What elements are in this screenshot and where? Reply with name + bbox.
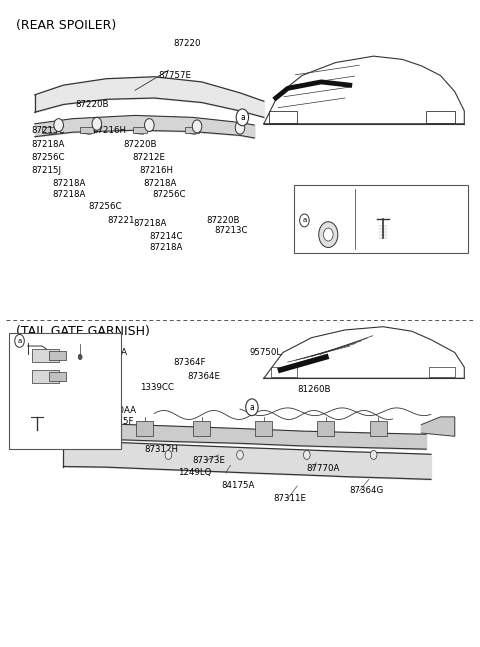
Text: 87364F: 87364F [173,358,206,367]
Circle shape [237,450,243,459]
Circle shape [236,109,249,126]
Text: 87312H: 87312H [144,444,179,454]
Text: 87220: 87220 [173,39,201,48]
Text: 87220B: 87220B [75,100,109,109]
Text: 87216H: 87216H [92,126,126,135]
Bar [33,349,59,362]
Text: 87375F: 87375F [102,417,134,426]
Text: 87220B: 87220B [206,216,240,225]
Bar [80,127,95,133]
Text: 87218A: 87218A [52,179,86,188]
Text: 87215J: 87215J [32,166,61,175]
Bar [255,421,273,435]
Text: 92506A: 92506A [27,342,60,351]
Text: 92511: 92511 [32,382,59,391]
Circle shape [300,214,309,227]
Text: (REAR SPOILER): (REAR SPOILER) [16,19,116,32]
Text: 87256C: 87256C [89,202,122,211]
Circle shape [370,450,377,459]
Text: 87770A: 87770A [307,464,340,473]
Text: 18645B: 18645B [32,398,65,406]
Bar [426,111,455,122]
FancyBboxPatch shape [294,185,468,252]
Circle shape [319,222,338,248]
Text: 1335AA: 1335AA [94,348,128,357]
Text: 87214C: 87214C [149,232,183,241]
Text: 87213C: 87213C [215,226,248,235]
Text: 1731JE: 1731JE [319,208,350,217]
Text: 87218A: 87218A [133,219,167,228]
Circle shape [246,399,258,415]
Text: 87218A: 87218A [52,190,86,199]
Bar [317,421,335,435]
Text: 87218A: 87218A [32,140,65,149]
Text: 87212E: 87212E [132,153,166,162]
Circle shape [15,334,24,347]
Bar [271,367,297,377]
Text: 87218A: 87218A [143,179,177,188]
Circle shape [144,118,154,131]
Text: a: a [250,402,254,411]
Text: a: a [302,217,307,223]
Text: 87373E: 87373E [192,455,225,465]
Text: 87221: 87221 [108,216,135,225]
Circle shape [165,450,172,459]
Text: 87213C: 87213C [32,126,65,135]
Circle shape [54,118,63,131]
Text: 1129AA: 1129AA [371,208,407,217]
Text: 1243BH: 1243BH [32,423,66,432]
FancyBboxPatch shape [9,333,120,449]
Text: 95750L: 95750L [250,348,282,357]
Bar [49,372,66,381]
Text: a: a [17,338,22,344]
Bar [429,367,455,377]
Bar [185,127,199,133]
Bar [42,127,56,133]
Polygon shape [421,417,455,436]
Circle shape [92,117,102,130]
Text: 84175A: 84175A [221,481,254,490]
Text: 92511: 92511 [36,409,64,418]
Bar [33,370,59,383]
Text: 1339CC: 1339CC [140,384,174,393]
Bar [132,127,147,133]
Text: 87757E: 87757E [159,71,192,80]
Circle shape [303,450,310,459]
Bar [49,351,66,360]
Text: 1249LQ: 1249LQ [178,468,211,477]
Text: 87216H: 87216H [140,166,174,175]
Text: (TAIL GATE GARNISH): (TAIL GATE GARNISH) [16,325,150,338]
Text: 1110AA: 1110AA [102,406,136,415]
Bar [269,111,297,122]
Text: 87256C: 87256C [153,190,186,199]
Text: a: a [240,113,245,122]
Text: 87311E: 87311E [274,494,306,503]
Text: 81260B: 81260B [297,385,331,394]
Circle shape [235,121,245,134]
Bar [136,421,153,435]
Circle shape [78,355,82,360]
Bar [370,421,387,435]
Text: 18645B: 18645B [27,369,60,378]
Text: 87256C: 87256C [32,153,65,162]
Circle shape [192,120,202,133]
Text: 87364E: 87364E [188,372,220,381]
Bar [193,421,210,435]
Text: 87364G: 87364G [350,487,384,496]
Circle shape [324,228,333,241]
Text: 87220B: 87220B [123,140,156,149]
Text: 87218A: 87218A [149,243,183,252]
